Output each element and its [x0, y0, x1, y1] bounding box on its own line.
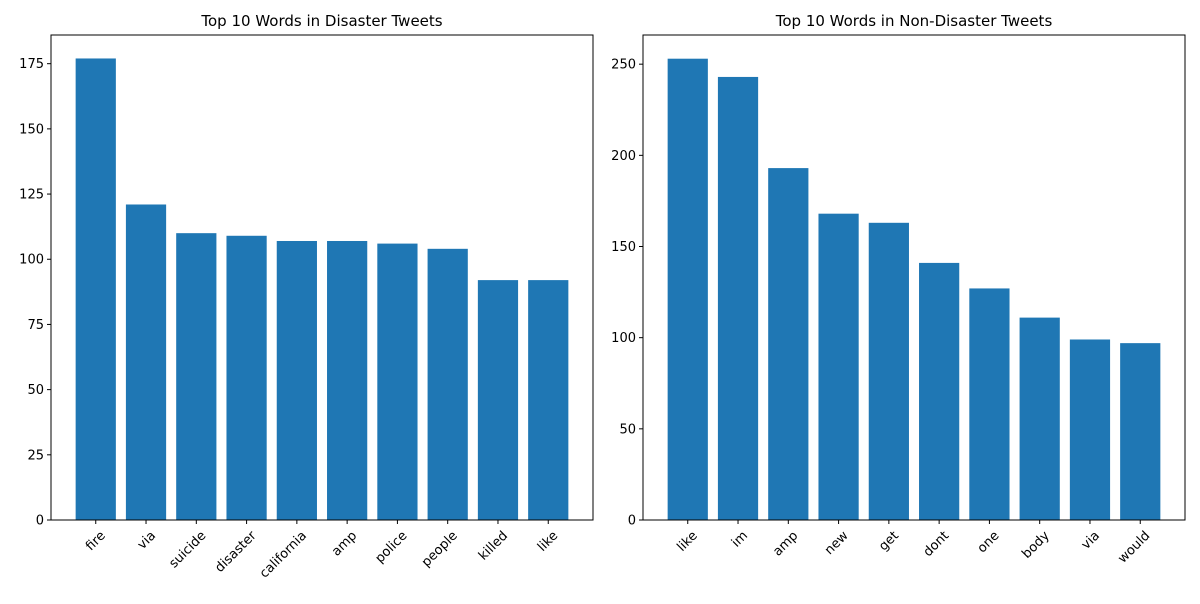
bar-amp: [327, 240, 368, 521]
bar-like: [667, 58, 708, 520]
chart-disaster: 0 25 50 75 100 125 150 175 fire via suicide disaste…: [19, 12, 594, 581]
x-tick-label: california: [257, 528, 310, 581]
x-tick-label: amp: [770, 528, 801, 559]
bar-people: [427, 248, 468, 520]
x-tick-label: get: [876, 528, 902, 554]
bar-im: [717, 76, 759, 520]
bar-new: [818, 213, 859, 520]
x-tick-label: like: [535, 528, 561, 554]
x-tick-label: one: [975, 528, 1003, 556]
bar-one: [969, 288, 1010, 520]
y-tick-label: 175: [19, 57, 44, 72]
bar-disaster: [226, 235, 267, 520]
x-tick-label: via: [135, 528, 159, 552]
x-tick-label: fire: [83, 528, 109, 554]
y-tick-label: 25: [27, 448, 44, 463]
x-tick-label: dont: [921, 528, 952, 559]
x-tick-label: im: [729, 528, 751, 550]
y-tick-label: 100: [19, 253, 44, 268]
x-tick-label: police: [373, 528, 411, 566]
y-tick-label: 150: [19, 122, 44, 137]
bar-get: [868, 222, 909, 521]
bar-dont: [919, 262, 960, 520]
axes-frame: [50, 34, 594, 521]
x-tick-label: like: [674, 528, 700, 554]
x-tick-label: suicide: [166, 528, 209, 571]
y-tick-label: 50: [27, 383, 44, 398]
y-tick-label: 150: [611, 240, 636, 255]
y-tick-label: 75: [27, 318, 44, 333]
bar-suicide: [176, 233, 217, 521]
bar-via: [125, 204, 167, 521]
bar-fire: [75, 58, 116, 520]
bar-police: [377, 243, 418, 520]
bar-would: [1120, 343, 1161, 520]
x-tick-label: people: [419, 528, 461, 570]
y-tick-label: 0: [36, 514, 44, 529]
bar-killed: [477, 280, 519, 520]
bar-body: [1019, 317, 1060, 520]
bar-california: [276, 240, 317, 521]
bar-like: [528, 280, 569, 520]
y-tick-label: 50: [619, 422, 636, 437]
x-tick-label: killed: [476, 528, 511, 563]
y-tick-label: 100: [611, 331, 636, 346]
y-tick-label: 0: [628, 514, 636, 529]
x-tick-label: would: [1115, 528, 1153, 566]
y-tick-label: 200: [611, 149, 636, 164]
x-tick-label: disaster: [212, 528, 260, 576]
axes-frame: [642, 34, 1186, 521]
bar-amp: [768, 168, 809, 520]
x-tick-label: via: [1079, 528, 1103, 552]
chart-title: Top 10 Words in Disaster Tweets: [200, 12, 442, 30]
x-tick-label: new: [822, 528, 852, 558]
x-tick-label: amp: [329, 528, 360, 559]
y-tick-label: 250: [611, 58, 636, 73]
bar-via: [1069, 339, 1111, 520]
y-tick-label: 125: [19, 188, 44, 203]
chart-title: Top 10 Words in Non-Disaster Tweets: [775, 12, 1053, 30]
x-tick-label: body: [1019, 528, 1053, 562]
chart-non-disaster: 0 50 100 150 200 250 like im amp new get dont one bod…: [611, 12, 1186, 566]
